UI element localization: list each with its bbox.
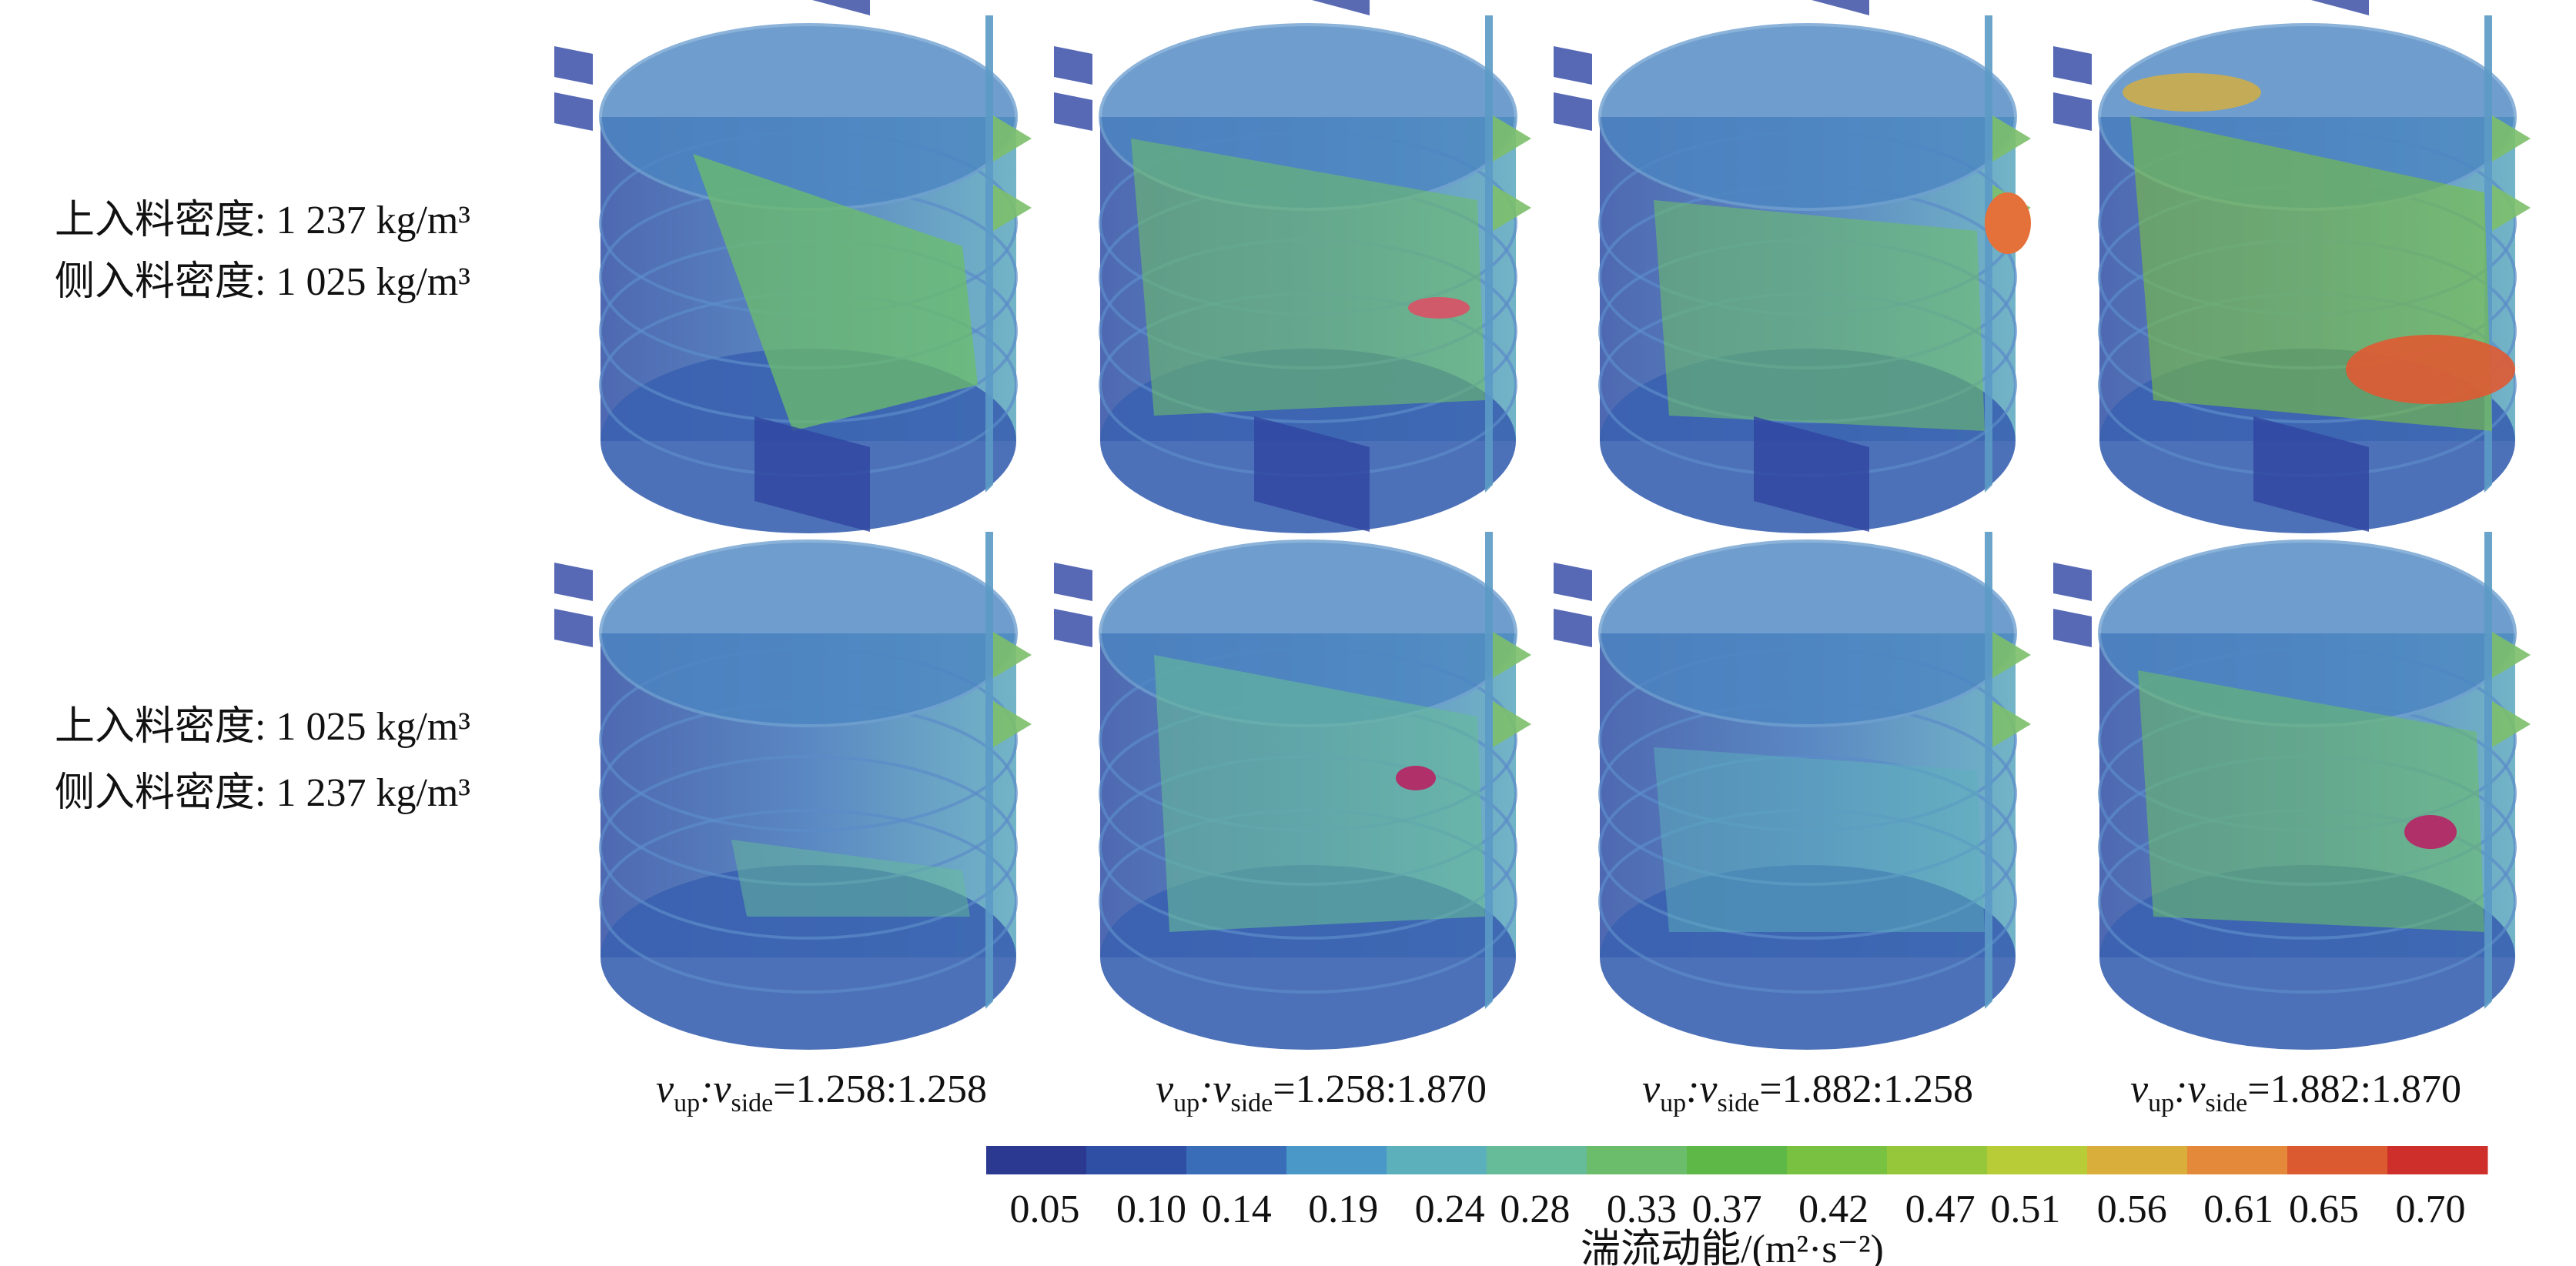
row-label: 上入料密度: 1 237 kg/m³ (55, 199, 470, 242)
panel (1552, 0, 2032, 535)
colorbar-title: 湍流动能/(m²·s⁻²) (1581, 1228, 1884, 1266)
colorbar-segment (1086, 1146, 1187, 1174)
column-label: vup:vside=1.258:1.870 (1156, 1067, 1487, 1117)
colorbar-tick-label: 0.05 (1010, 1188, 1080, 1231)
panel (1552, 415, 2032, 1051)
label-part: up (2148, 1089, 2174, 1117)
colorbar-tick-label: 0.14 (1202, 1188, 1272, 1231)
column-label: vup:vside=1.258:1.258 (656, 1067, 987, 1117)
panel (553, 0, 1033, 535)
colorbar: 0.05 0.10 0.14 0.19 0.24 0.28 0.33 0.37 0.42 0.47… (986, 1146, 2488, 1266)
label-part: =1.258:1.870 (1273, 1067, 1487, 1111)
colorbar-tick-label: 0.33 (1607, 1188, 1677, 1231)
label-part: =1.258:1.258 (773, 1067, 987, 1111)
panel (1052, 0, 1533, 535)
label-part: =1.882:1.258 (1759, 1067, 1973, 1111)
label-part: v (1642, 1067, 1661, 1111)
colorbar-tick-label: 0.51 (1990, 1188, 2060, 1231)
panel (2052, 415, 2532, 1051)
colorbar-segment (2387, 1146, 2488, 1174)
colorbar-tick-label: 0.61 (2203, 1188, 2273, 1231)
colorbar-tick-label: 0.19 (1308, 1188, 1378, 1231)
label-part: :v (700, 1067, 731, 1111)
label-part: side (1230, 1089, 1273, 1117)
label-part: side (731, 1089, 773, 1117)
label-part: :v (1199, 1067, 1231, 1111)
colorbar-tick-label: 0.47 (1905, 1188, 1975, 1231)
colorbar-segment (1887, 1146, 1988, 1174)
label-part: v (1156, 1067, 1174, 1111)
label-part: up (1660, 1089, 1686, 1117)
label-part: :v (1686, 1067, 1718, 1111)
colorbar-tick-label: 0.65 (2289, 1188, 2359, 1231)
label-part: up (674, 1089, 700, 1117)
colorbar-segment (1487, 1146, 1587, 1174)
row-label: 上入料密度: 1 025 kg/m³ (55, 705, 470, 749)
panel (2052, 0, 2532, 535)
colorbar-segment (1387, 1146, 1487, 1174)
colorbar-segment (2287, 1146, 2388, 1174)
label-part: :v (2174, 1067, 2206, 1111)
label-part: v (2130, 1067, 2149, 1111)
panel (553, 415, 1033, 1051)
label-part: side (1717, 1089, 1759, 1117)
colorbar-segment (2187, 1146, 2288, 1174)
colorbar-segment (1787, 1146, 1888, 1174)
panel (1052, 415, 1533, 1051)
flow-field-panels (553, 0, 2532, 1051)
colorbar-tick-label: 0.10 (1116, 1188, 1186, 1231)
colorbar-tick-label: 0.37 (1692, 1188, 1762, 1231)
colorbar-tick-label: 0.70 (2396, 1188, 2466, 1231)
label-part: side (2205, 1089, 2247, 1117)
colorbar-tick-label: 0.28 (1500, 1188, 1570, 1231)
row-label: 侧入料密度: 1 237 kg/m³ (55, 771, 470, 815)
colorbar-segment (1186, 1146, 1287, 1174)
colorbar-segment (986, 1146, 1087, 1174)
colorbar-segment (1587, 1146, 1688, 1174)
colorbar-segment (2087, 1146, 2188, 1174)
column-label: vup:vside=1.882:1.258 (1642, 1067, 1973, 1117)
colorbar-tick-label: 0.42 (1798, 1188, 1868, 1231)
colorbar-tick-label: 0.56 (2097, 1188, 2167, 1231)
label-part: =1.882:1.870 (2247, 1067, 2461, 1111)
colorbar-tick-label: 0.24 (1415, 1188, 1485, 1231)
label-part: up (1173, 1089, 1199, 1117)
colorbar-segment (1987, 1146, 2088, 1174)
colorbar-segment (1286, 1146, 1387, 1174)
row-label: 侧入料密度: 1 025 kg/m³ (55, 260, 470, 304)
column-label: vup:vside=1.882:1.870 (2130, 1067, 2461, 1117)
label-part: v (656, 1067, 674, 1111)
colorbar-segment (1687, 1146, 1788, 1174)
